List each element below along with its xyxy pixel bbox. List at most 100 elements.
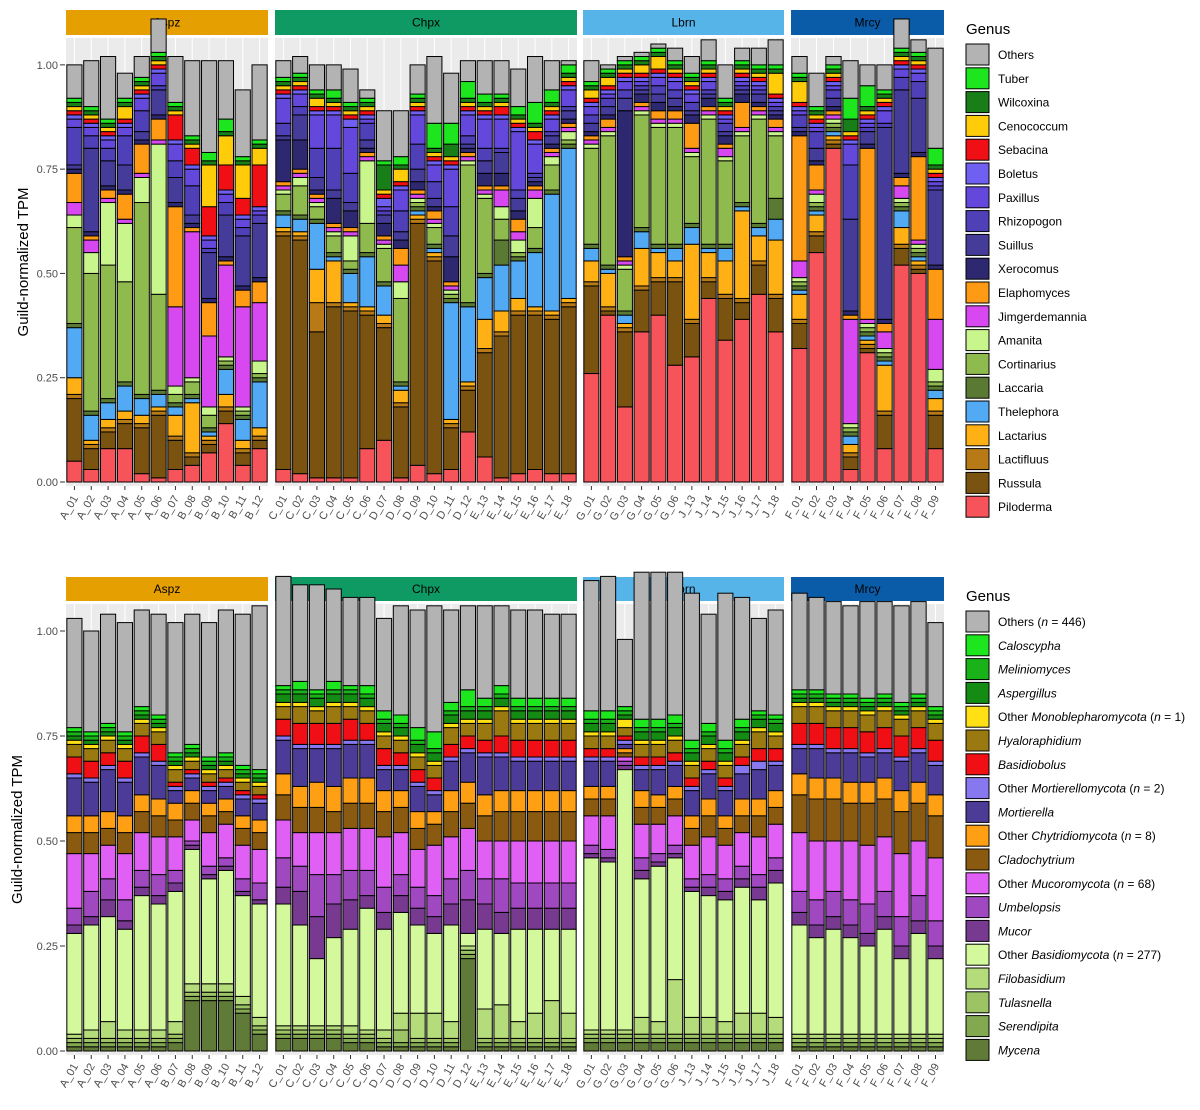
bottom-bar-C_02-segment (292, 701, 309, 708)
bottom-bar-A_04-segment (116, 853, 133, 901)
bottom-bar-B_11-segment (234, 781, 251, 792)
top-bar-B_08-segment (184, 377, 201, 383)
bottom-bar-B_07-segment (167, 790, 184, 804)
top-bar-B_09-segment (201, 151, 218, 162)
top-bar-F_03-segment (825, 114, 842, 120)
bottom-bar-E_16-segment (527, 739, 544, 758)
top-bar-G_05-segment (650, 118, 667, 124)
top-bar-E_18-segment (560, 147, 577, 299)
bottom-bar-J_18-segment (767, 1042, 784, 1052)
top-strip-chpx (275, 10, 577, 35)
top-bar-C_01-segment (275, 185, 292, 191)
bottom-bar-J_14-segment (700, 874, 717, 888)
bottom-bar-A_03-segment (100, 731, 117, 737)
top-bar-E_13-segment (476, 456, 493, 483)
top-bar-F_01-segment (791, 101, 808, 108)
bottom-bar-J_16-segment (734, 1033, 751, 1039)
top-bar-D_09-segment (409, 210, 426, 216)
bottom-bar-A_03-segment (100, 1046, 117, 1052)
bottom-bar-A_03-segment (100, 916, 117, 1023)
top-bar-A_01-segment (66, 377, 83, 395)
bottom-bar-F_07-segment (893, 735, 910, 758)
top-bar-F_07-segment (893, 60, 910, 66)
bottom-bar-E_16-segment (527, 1046, 544, 1052)
top-bar-J_14-segment (700, 243, 717, 249)
bottom-bar-F_07-segment (893, 701, 910, 708)
bottom-legend-key (965, 634, 990, 657)
bottom-bar-A_05-segment (133, 811, 150, 834)
top-bar-G_03-segment (616, 68, 633, 74)
bottom-bar-J_16-segment (734, 815, 751, 834)
bottom-bar-G_02-segment (600, 815, 617, 850)
bottom-bar-J_14-segment (700, 743, 717, 750)
bottom-bar-G_03-segment (616, 760, 633, 766)
top-bar-F_02-segment (808, 118, 825, 124)
bottom-bar-D_11-segment (443, 727, 460, 745)
top-bar-A_05-segment (133, 427, 150, 475)
bottom-legend-title: Genus (966, 588, 1010, 605)
top-bar-J_18-segment (767, 72, 784, 95)
top-bar-D_10-segment (426, 252, 443, 258)
bottom-bar-E_16-segment (527, 790, 544, 813)
top-bar-D_09-segment (409, 106, 426, 112)
bottom-bar-F_06-segment (876, 890, 893, 918)
bottom-bar-J_17-segment (750, 727, 767, 733)
bottom-bar-B_12-segment (251, 1033, 268, 1052)
top-bar-J_13-segment (683, 322, 700, 358)
top-bar-C_06-segment (359, 147, 376, 153)
bottom-y-tick-label: 1.00 (37, 626, 58, 638)
top-bar-G_03-segment (616, 60, 633, 66)
top-legend-label: Piloderma (998, 500, 1052, 514)
bottom-bar-J_18-segment (767, 1016, 784, 1035)
top-bar-J_18-segment (767, 297, 784, 333)
bottom-bar-F_06-segment (876, 727, 893, 750)
top-bar-B_07-segment (167, 202, 184, 208)
top-bar-J_13-segment (683, 356, 700, 483)
bottom-bar-E_18-segment (560, 907, 577, 930)
top-bar-B_11-segment (234, 410, 251, 416)
top-bar-C_04-segment (325, 114, 342, 149)
bottom-bar-A_04-segment (116, 920, 133, 930)
top-bar-J_16-segment (734, 60, 751, 66)
top-bar-F_08-segment (910, 239, 927, 245)
top-y-tick-label: 0.75 (37, 164, 58, 176)
top-bar-A_05-segment (133, 76, 150, 83)
bottom-bar-F_01-segment (791, 743, 808, 750)
top-bar-D_11-segment (443, 206, 460, 237)
bottom-bar-A_06-segment (150, 895, 167, 905)
top-bar-J_14-segment (700, 114, 717, 120)
bottom-legend-key (965, 729, 990, 752)
top-bar-F_09-segment (927, 318, 944, 370)
top-bar-C_04-segment (325, 197, 342, 224)
top-bar-C_03-segment (308, 106, 325, 112)
bottom-legend-label: Mucor (998, 924, 1032, 938)
bottom-bar-G_02-segment (600, 722, 617, 733)
bottom-bar-D_07-segment (376, 911, 393, 930)
bottom-bar-A_03-segment (100, 878, 117, 901)
top-bar-F_06-segment (876, 97, 893, 103)
top-bar-G_04-segment (633, 101, 650, 108)
top-bar-F_09-segment (927, 176, 944, 183)
bottom-bar-C_04-segment (325, 1037, 342, 1052)
bottom-bar-G_05-segment (650, 865, 667, 1023)
top-bar-J_14-segment (700, 110, 717, 116)
bottom-bar-E_13-segment (476, 697, 493, 708)
top-bar-C_01-segment (275, 189, 292, 195)
top-bar-D_09-segment (409, 214, 426, 220)
top-bar-G_01-segment (583, 373, 600, 483)
bottom-bar-G_01-segment (583, 731, 600, 737)
top-bar-E_14-segment (493, 239, 510, 266)
top-bar-E_17-segment (543, 131, 560, 137)
bottom-bar-C_04-segment (325, 874, 342, 905)
bottom-bar-F_05-segment (859, 1033, 876, 1039)
bottom-bar-F_05-segment (859, 1037, 876, 1044)
top-bar-E_15-segment (510, 118, 527, 124)
bottom-bar-A_04-segment (116, 1029, 133, 1039)
bottom-bar-F_03-segment (825, 928, 842, 1035)
bottom-bar-A_02-segment (83, 731, 100, 737)
bottom-bar-J_17-segment (750, 769, 767, 800)
bottom-bar-G_05-segment (650, 764, 667, 771)
top-bar-D_12-segment (459, 101, 476, 108)
bottom-bar-J_18-segment (767, 760, 784, 766)
bottom-bar-A_06-segment (150, 760, 167, 766)
